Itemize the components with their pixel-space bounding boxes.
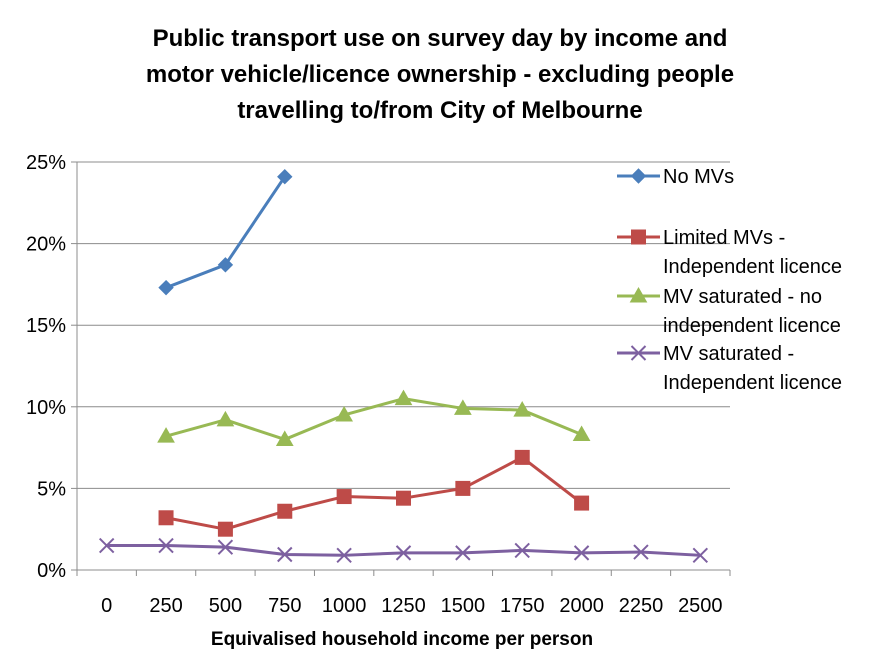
series-line xyxy=(165,397,583,441)
data-point xyxy=(157,427,175,443)
legend-label: No MVs xyxy=(663,166,734,188)
legend-item-1: No MVs xyxy=(617,166,734,188)
x-tick-label: 250 xyxy=(149,595,182,617)
chart-title-line-2: motor vehicle/licence ownership - exclud… xyxy=(146,61,734,88)
data-point xyxy=(277,168,293,185)
data-point xyxy=(158,510,174,526)
legend-swatch-marker xyxy=(630,345,647,361)
legend-label: MV saturated - no xyxy=(663,286,822,308)
data-point xyxy=(633,544,649,560)
y-tick-label: 25% xyxy=(26,152,66,174)
data-point xyxy=(277,503,293,519)
y-tick-label: 0% xyxy=(37,560,66,582)
legend-swatch-marker xyxy=(631,229,646,245)
data-point xyxy=(572,425,591,442)
series-3 xyxy=(157,389,591,446)
gridlines xyxy=(77,161,730,489)
series-4 xyxy=(98,537,709,564)
x-tick-label: 2250 xyxy=(619,595,664,617)
legend-label: Limited MVs - xyxy=(663,227,785,249)
data-point xyxy=(692,547,709,564)
x-tick-label: 1500 xyxy=(441,595,486,617)
x-tick-label: 2000 xyxy=(559,595,604,617)
legend-swatch-marker xyxy=(629,286,648,303)
x-tick-label: 1250 xyxy=(381,595,426,617)
axes xyxy=(71,161,731,576)
y-axis-tick-labels: 0% 5% 10% 15% 20% 25% xyxy=(26,152,66,582)
y-tick-label: 15% xyxy=(26,315,66,337)
legend-item-3: MV saturated - no independent licence xyxy=(617,286,841,337)
data-point xyxy=(455,480,471,496)
legend-label: MV saturated - xyxy=(663,343,794,365)
data-point xyxy=(396,490,411,506)
legend-item-2: Limited MVs - Independent licence xyxy=(617,227,842,278)
data-series xyxy=(98,168,709,564)
x-tick-label: 750 xyxy=(268,595,301,617)
x-axis-title: Equivalised household income per person xyxy=(211,629,593,650)
x-tick-label: 1750 xyxy=(500,595,545,617)
data-point xyxy=(277,546,293,563)
legend-label: Independent licence xyxy=(663,256,842,278)
data-point xyxy=(217,257,234,273)
data-point xyxy=(275,430,294,446)
data-point xyxy=(216,410,235,427)
x-tick-label: 500 xyxy=(209,595,242,617)
series-1 xyxy=(158,168,293,296)
data-point xyxy=(573,545,590,561)
data-point xyxy=(98,537,115,554)
series-2 xyxy=(158,449,590,537)
data-point xyxy=(514,449,530,465)
legend-label: Independent licence xyxy=(663,372,842,394)
data-point xyxy=(158,279,174,296)
data-point xyxy=(574,495,590,511)
data-point xyxy=(513,401,532,417)
data-point xyxy=(158,537,174,554)
data-point xyxy=(395,545,412,561)
y-tick-label: 10% xyxy=(26,397,66,419)
x-tick-label: 0 xyxy=(101,595,112,617)
x-tick-label: 2500 xyxy=(678,595,723,617)
data-point xyxy=(336,547,352,564)
chart-title-line-3: travelling to/from City of Melbourne xyxy=(237,97,642,124)
series-line xyxy=(165,455,583,531)
data-point xyxy=(394,389,413,406)
x-axis-tick-labels: 0 250 500 750 1000 1250 1500 1750 2000 2250 2500 xyxy=(101,595,722,617)
x-tick-label: 1000 xyxy=(322,595,367,617)
data-point xyxy=(217,521,233,537)
data-point xyxy=(455,545,471,561)
y-tick-label: 20% xyxy=(26,234,66,256)
data-point xyxy=(335,405,353,422)
data-point xyxy=(454,399,472,415)
y-tick-label: 5% xyxy=(37,478,66,500)
data-point xyxy=(217,539,234,555)
data-point xyxy=(336,489,352,505)
legend-label: independent licence xyxy=(663,315,841,337)
chart-title: Public transport use on survey day by in… xyxy=(146,25,734,124)
legend-swatch-marker xyxy=(630,168,647,184)
legend-item-4: MV saturated - Independent licence xyxy=(617,343,842,394)
data-point xyxy=(514,542,530,559)
chart-title-line-1: Public transport use on survey day by in… xyxy=(153,25,728,52)
